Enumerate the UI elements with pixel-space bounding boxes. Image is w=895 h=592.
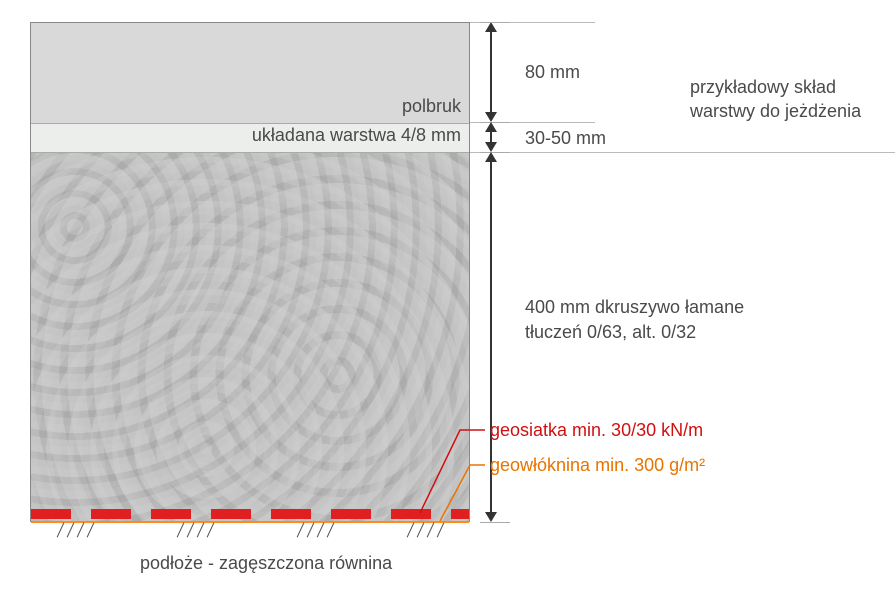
cross-section-column: polbruk układana warstwa 4/8 mm bbox=[30, 22, 470, 522]
ext-line bbox=[470, 152, 895, 153]
dim-tick bbox=[480, 22, 510, 23]
ground-hatch bbox=[30, 522, 470, 542]
layer-polbruk: polbruk bbox=[31, 23, 469, 123]
layer-bedding-label: układana warstwa 4/8 mm bbox=[252, 125, 461, 146]
layer-bedding: układana warstwa 4/8 mm bbox=[31, 123, 469, 153]
arrow-head-icon bbox=[485, 512, 497, 522]
dimension-column bbox=[480, 22, 510, 522]
dim-label-bedding: 30-50 mm bbox=[525, 128, 606, 149]
label-geogrid: geosiatka min. 30/30 kN/m bbox=[490, 420, 703, 441]
dim-label-polbruk: 80 mm bbox=[525, 62, 580, 83]
arrow-head-icon bbox=[485, 112, 497, 122]
diagram-title: przykładowy skład warstwy do jeżdżenia bbox=[690, 75, 861, 124]
label-geotextile: geowłóknina min. 300 g/m² bbox=[490, 455, 705, 476]
dim-line bbox=[490, 30, 492, 114]
ground-label: podłoże - zagęszczona równina bbox=[140, 553, 392, 574]
dim-tick bbox=[480, 522, 510, 523]
arrow-head-icon bbox=[485, 142, 497, 152]
layer-polbruk-label: polbruk bbox=[402, 96, 461, 117]
layer-gravel bbox=[31, 153, 469, 523]
geogrid-line bbox=[31, 509, 469, 519]
dim-label-gravel: 400 mm dkruszywo łamane tłuczeń 0/63, al… bbox=[525, 295, 744, 345]
